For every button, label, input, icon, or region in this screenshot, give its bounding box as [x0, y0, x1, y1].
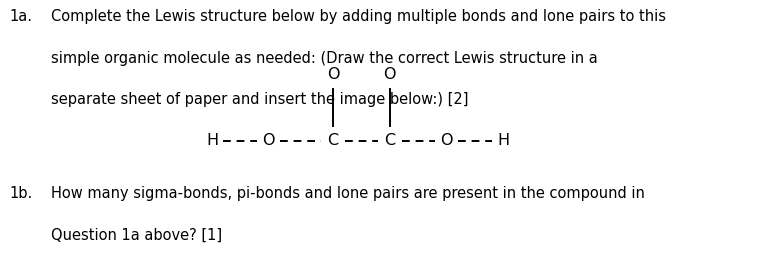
Text: 1a.: 1a.: [9, 9, 32, 24]
Text: C: C: [385, 134, 395, 148]
Text: simple organic molecule as needed: (Draw the correct Lewis structure in a: simple organic molecule as needed: (Draw…: [51, 51, 598, 65]
Text: O: O: [263, 134, 275, 148]
Text: O: O: [327, 67, 339, 82]
Text: 1b.: 1b.: [9, 186, 33, 201]
Text: H: H: [497, 134, 509, 148]
Text: separate sheet of paper and insert the image below:) [2]: separate sheet of paper and insert the i…: [51, 92, 469, 107]
Text: Complete the Lewis structure below by adding multiple bonds and lone pairs to th: Complete the Lewis structure below by ad…: [51, 9, 666, 24]
Text: How many sigma-bonds, pi-bonds and lone pairs are present in the compound in: How many sigma-bonds, pi-bonds and lone …: [51, 186, 646, 201]
Text: C: C: [328, 134, 338, 148]
Text: O: O: [441, 134, 453, 148]
Text: H: H: [206, 134, 218, 148]
Text: O: O: [384, 67, 396, 82]
Text: Question 1a above? [1]: Question 1a above? [1]: [51, 227, 223, 242]
